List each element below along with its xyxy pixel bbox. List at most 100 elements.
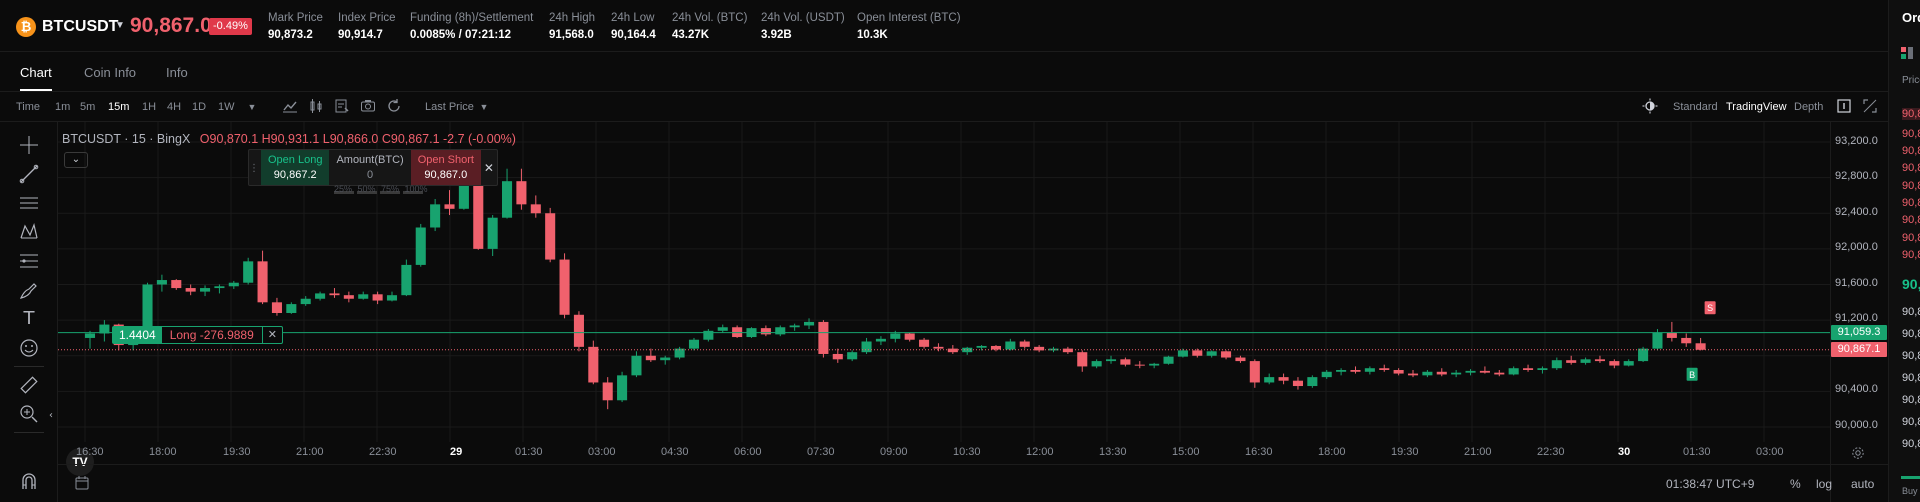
view-depth[interactable]: Depth bbox=[1794, 101, 1824, 113]
legend-collapse-icon[interactable]: ⌄ bbox=[64, 152, 88, 168]
chart-type-icon[interactable] bbox=[282, 98, 298, 114]
ask-row[interactable]: 90,884 bbox=[1902, 145, 1920, 157]
quick-order-widget: ⋮⋮ Open Long 90,867.2 Amount(BTC) 0 Open… bbox=[248, 149, 498, 186]
timeframe-4h[interactable]: 4H bbox=[167, 101, 182, 113]
crosshair-icon[interactable] bbox=[18, 134, 40, 156]
ask-row[interactable]: 90,880 bbox=[1902, 162, 1920, 174]
time-label: 16:30 bbox=[1245, 446, 1273, 458]
caret-down-icon[interactable]: ▼ bbox=[115, 20, 125, 31]
text-tool-icon[interactable]: T bbox=[23, 308, 35, 329]
tab-info[interactable]: Info bbox=[166, 65, 188, 80]
ask-row[interactable]: 90,868 bbox=[1902, 249, 1920, 261]
candle-body bbox=[329, 293, 340, 296]
candle-body bbox=[602, 382, 613, 401]
indicators-icon[interactable] bbox=[334, 98, 350, 114]
amount-percents[interactable]: 25% 50% 75% 100% bbox=[334, 184, 428, 194]
chart-bottom-bar: 01:38:47 UTC+9 % log auto bbox=[58, 464, 1888, 502]
time-label: 03:00 bbox=[588, 446, 616, 458]
ask-row[interactable]: 90,870 bbox=[1902, 232, 1920, 244]
candle-body bbox=[1350, 370, 1361, 372]
open-long-button[interactable]: Open Long 90,867.2 bbox=[261, 150, 330, 185]
time-axis[interactable]: 16:30 18:00 19:30 21:00 22:30 29 01:30 0… bbox=[58, 442, 1864, 464]
bid-row[interactable]: 90,864 bbox=[1902, 328, 1920, 340]
fullscreen-icon[interactable] bbox=[1862, 98, 1878, 114]
theme-toggle-icon[interactable] bbox=[1642, 98, 1658, 114]
ruler-icon[interactable] bbox=[18, 374, 40, 396]
zoom-in-icon[interactable] bbox=[18, 403, 40, 425]
timeframe-5m[interactable]: 5m bbox=[80, 101, 96, 113]
candles-icon[interactable] bbox=[308, 98, 324, 114]
timeframe-1d[interactable]: 1D bbox=[192, 101, 207, 113]
candle-body bbox=[631, 355, 642, 376]
timeframe-time[interactable]: Time bbox=[16, 101, 41, 113]
bid-row[interactable]: 90,860 bbox=[1902, 372, 1920, 384]
candle-body bbox=[142, 284, 153, 343]
candle-body bbox=[84, 333, 96, 338]
ask-row[interactable]: 90,877 bbox=[1902, 180, 1920, 192]
candle-body bbox=[1120, 359, 1131, 365]
position-tag[interactable]: 1.4404 Long -276.9889 ✕ bbox=[112, 326, 283, 344]
ask-row[interactable]: 90,874 bbox=[1902, 197, 1920, 209]
candle-body bbox=[760, 328, 771, 335]
ask-row[interactable]: 90,890 bbox=[1902, 108, 1920, 120]
log-scale-toggle[interactable]: log bbox=[1816, 477, 1833, 491]
candle-body bbox=[1407, 373, 1419, 376]
candlestick-chart[interactable]: SB bbox=[58, 122, 1830, 442]
bid-row[interactable]: 90,854 bbox=[1902, 438, 1920, 450]
bid-row[interactable]: 90,856 bbox=[1902, 416, 1920, 428]
info-panel-icon[interactable] bbox=[1836, 98, 1852, 114]
price-source-select[interactable]: Last Price bbox=[425, 101, 474, 113]
auto-scale-toggle[interactable]: auto bbox=[1851, 477, 1875, 491]
candle-body bbox=[1149, 363, 1160, 366]
candle-body bbox=[1479, 370, 1490, 373]
candle-body bbox=[1638, 348, 1649, 362]
timeframe-1w[interactable]: 1W bbox=[218, 101, 235, 113]
chevron-left-icon[interactable]: ‹ bbox=[49, 410, 53, 421]
brush-icon[interactable] bbox=[18, 279, 40, 301]
calendar-range-icon[interactable] bbox=[74, 475, 90, 496]
drag-handle-icon[interactable]: ⋮⋮ bbox=[249, 163, 269, 174]
candle-body bbox=[1005, 341, 1016, 350]
stat-funding[interactable]: Funding (8h)/Settlement 0.0085% / 07:21:1… bbox=[410, 12, 534, 41]
active-tab-indicator bbox=[20, 89, 52, 91]
axis-settings-icon[interactable] bbox=[1851, 446, 1865, 463]
timeframe-dropdown-icon[interactable]: ▼ bbox=[247, 102, 257, 112]
timeframe-1h[interactable]: 1H bbox=[142, 101, 157, 113]
bid-row[interactable]: 90,862 bbox=[1902, 350, 1920, 362]
camera-icon[interactable] bbox=[360, 98, 376, 114]
amount-input[interactable]: Amount(BTC) 0 bbox=[336, 154, 404, 181]
tab-coin-info[interactable]: Coin Info bbox=[84, 65, 137, 80]
bid-row[interactable]: 90,866 bbox=[1902, 306, 1920, 318]
trend-line-icon[interactable] bbox=[18, 163, 40, 185]
tab-chart[interactable]: Chart bbox=[20, 65, 52, 80]
symbol-selector[interactable]: BTCUSDT bbox=[42, 18, 119, 35]
stat-24h-vol-usdt: 24h Vol. (USDT) 3.92B bbox=[761, 12, 845, 41]
fib-icon[interactable] bbox=[18, 250, 40, 272]
price-source-chevron-icon[interactable]: ▼ bbox=[479, 102, 489, 112]
close-position-icon[interactable]: ✕ bbox=[261, 327, 282, 343]
timeframe-1m[interactable]: 1m bbox=[55, 101, 71, 113]
magnet-icon[interactable] bbox=[18, 470, 40, 492]
pattern-icon[interactable] bbox=[18, 221, 40, 243]
ask-row[interactable]: 90,872 bbox=[1902, 214, 1920, 226]
bid-row[interactable]: 90,858 bbox=[1902, 394, 1920, 406]
chart-toolbar: Time 1m 5m 15m 1H 4H 1D 1W ▼ Last Price … bbox=[0, 92, 1888, 122]
candle-body bbox=[1379, 368, 1390, 370]
ask-row[interactable]: 90,886 bbox=[1902, 128, 1920, 140]
view-standard[interactable]: Standard bbox=[1673, 101, 1718, 113]
candle-body bbox=[1336, 370, 1347, 372]
emoji-icon[interactable] bbox=[18, 337, 40, 359]
candle-body bbox=[502, 181, 513, 218]
reset-icon[interactable] bbox=[386, 98, 402, 114]
close-icon[interactable]: ✕ bbox=[483, 161, 494, 175]
timeframe-15m[interactable]: 15m bbox=[108, 101, 130, 113]
open-short-button[interactable]: Open Short 90,867.0 bbox=[410, 150, 481, 185]
book-layout-icon[interactable] bbox=[1901, 46, 1913, 64]
price-axis[interactable]: 93,200.0 92,800.0 92,400.0 92,000.0 91,6… bbox=[1830, 122, 1888, 502]
utc-clock[interactable]: 01:38:47 UTC+9 bbox=[1666, 477, 1755, 491]
horizontal-lines-icon[interactable] bbox=[18, 192, 40, 214]
amount-slider[interactable] bbox=[334, 181, 434, 194]
percent-scale-toggle[interactable]: % bbox=[1790, 477, 1801, 491]
view-tradingview[interactable]: TradingView bbox=[1726, 101, 1787, 113]
